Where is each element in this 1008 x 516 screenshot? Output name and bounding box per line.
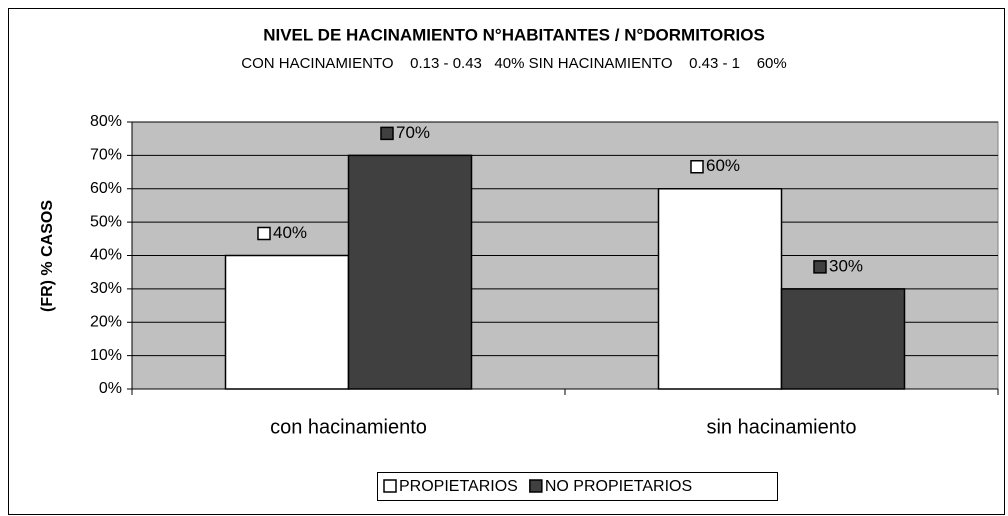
value-label-key [380,126,394,141]
y-axis-label: (FR) % CASOS [39,200,56,312]
x-tick-label: sin hacinamiento [706,416,856,438]
y-tick-label: 20% [90,313,122,330]
bar [224,254,350,390]
x-tick-label: con hacinamiento [270,416,427,438]
legend-label: PROPIETARIOS [399,478,518,495]
value-label: 40% [273,223,307,242]
chart-subtitle: CON HACINAMIENTO 0.13 - 0.43 40% SIN HAC… [241,55,786,72]
legend-label: NO PROPIETARIOS [545,478,692,495]
legend-key [529,479,543,493]
bar [657,188,783,390]
value-label-key [257,226,271,241]
value-label: 70% [396,123,430,142]
legend-key [383,479,397,493]
y-tick-label: 80% [90,113,122,130]
bar [780,288,906,390]
y-tick-label: 60% [90,180,122,197]
y-tick-label: 10% [90,347,122,364]
chart-title: NIVEL DE HACINAMIENTO N°HABITANTES / N°D… [263,25,765,44]
y-tick-label: 50% [90,213,122,230]
value-label: 30% [829,256,863,275]
value-label-key [690,160,704,174]
legend-box [377,472,778,501]
y-tick-label: 40% [90,247,122,264]
y-tick-label: 70% [90,147,122,164]
y-tick-label: 30% [90,280,122,297]
value-label: 60% [706,156,740,175]
value-label-key [813,260,827,274]
y-tick-label: 0% [99,380,122,397]
bar [347,154,473,390]
